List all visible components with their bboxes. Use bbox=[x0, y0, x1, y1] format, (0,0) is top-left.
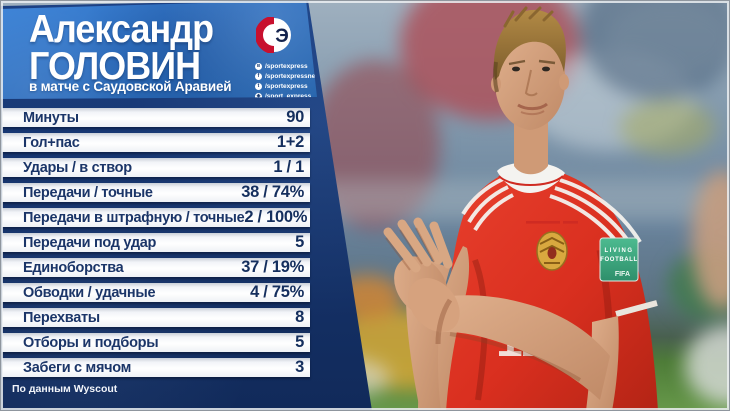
stat-value: 38 / 74% bbox=[241, 183, 304, 201]
russia-crest bbox=[536, 231, 568, 271]
stat-value: 3 bbox=[295, 358, 304, 376]
face-features bbox=[508, 59, 556, 116]
stat-value: 4 / 75% bbox=[250, 283, 304, 301]
stat-row: Забеги с мячом 3 bbox=[2, 358, 310, 377]
stat-label: Забеги с мячом bbox=[23, 359, 132, 376]
stat-row: Удары / в створ 1 / 1 bbox=[2, 158, 310, 177]
social-handle-row: f /sportexpressnews bbox=[255, 72, 324, 81]
stat-value: 37 / 19% bbox=[241, 258, 304, 276]
social-handle-text: /sportexpressnews bbox=[265, 73, 324, 80]
stat-row: Гол+пас 1+2 bbox=[2, 133, 310, 152]
stat-value: 2 / 100% bbox=[244, 208, 308, 226]
stat-label: Минуты bbox=[23, 109, 79, 126]
stat-label: Передачи в штрафную / точные bbox=[23, 209, 245, 226]
data-source-note: По данным Wyscout bbox=[12, 383, 118, 395]
logo-glyph: Э bbox=[275, 26, 289, 47]
stat-row: Передачи в штрафную / точные 2 / 100% bbox=[2, 208, 310, 227]
stat-value: 1+2 bbox=[276, 133, 304, 151]
player-first-name: Александр bbox=[29, 8, 214, 51]
stat-row: Обводки / удачные 4 / 75% bbox=[2, 283, 310, 302]
sport-express-logo: Э bbox=[256, 17, 291, 53]
stat-label: Обводки / удачные bbox=[23, 284, 156, 301]
jersey bbox=[445, 166, 658, 411]
social-handles: в /sportexpress f /sportexpressnews t /s… bbox=[255, 62, 324, 100]
player-photo: 11 LIVING FOOTBALL FI bbox=[383, 6, 658, 411]
social-handle-text: /sportexpress bbox=[265, 63, 308, 70]
hair bbox=[493, 9, 566, 80]
arms-clapping bbox=[383, 217, 619, 411]
stat-label: Гол+пас bbox=[23, 134, 80, 151]
social-handle-row: t /sportexpress bbox=[255, 82, 317, 91]
collar bbox=[497, 162, 565, 193]
stat-value: 1 / 1 bbox=[273, 158, 304, 176]
social-handle-text: /sportexpress bbox=[265, 83, 308, 90]
stat-row: Отборы и подборы 5 bbox=[2, 333, 310, 352]
stat-row: Передачи / точные 38 / 74% bbox=[2, 183, 310, 202]
face bbox=[494, 32, 566, 130]
patch-line2: FOOTBALL bbox=[600, 257, 637, 263]
social-icon: в bbox=[255, 63, 262, 70]
sleeve-hem bbox=[615, 300, 658, 317]
player-figure: 11 LIVING FOOTBALL FI bbox=[383, 6, 658, 411]
social-icon: ◈ bbox=[255, 93, 262, 99]
patch-line3: FIFA bbox=[615, 271, 630, 278]
social-handle-text: /sport_express bbox=[265, 93, 312, 100]
stat-label: Удары / в створ bbox=[23, 159, 132, 176]
stat-value: 8 bbox=[295, 308, 304, 326]
social-icon: t bbox=[255, 83, 262, 90]
stat-label: Передачи / точные bbox=[23, 184, 153, 201]
match-subtitle: в матче с Саудовской Аравией bbox=[29, 79, 232, 94]
social-handle-row: в /sportexpress bbox=[255, 62, 317, 71]
stat-row: Минуты 90 bbox=[2, 108, 310, 127]
stat-label: Единоборства bbox=[23, 259, 124, 276]
living-football-patch: LIVING FOOTBALL FIFA bbox=[599, 237, 639, 282]
shoulder-stripes-left bbox=[461, 177, 514, 232]
patch-line1: LIVING bbox=[604, 248, 633, 254]
stat-row: Перехваты 8 bbox=[2, 308, 310, 327]
stat-label: Отборы и подборы bbox=[23, 334, 159, 351]
stat-value: 90 bbox=[286, 108, 304, 126]
stat-row: Единоборства 37 / 19% bbox=[2, 258, 310, 277]
social-handle-row: ◈ /sport_express bbox=[255, 92, 317, 100]
stat-row: Передачи под удар 5 bbox=[2, 233, 310, 252]
stat-value: 5 bbox=[295, 333, 304, 351]
stat-label: Перехваты bbox=[23, 309, 100, 326]
match-detail-lines bbox=[526, 221, 578, 224]
header-banner: Александр ГОЛОВИН в матче с Саудовской А… bbox=[0, 0, 324, 100]
stat-value: 5 bbox=[295, 233, 304, 251]
ear-right bbox=[559, 74, 569, 90]
player-last-name: ГОЛОВИН bbox=[29, 45, 201, 88]
social-icon: f bbox=[255, 73, 262, 80]
stats-table: Минуты 90 Гол+пас 1+2 Удары / в створ 1 … bbox=[2, 108, 310, 383]
stat-label: Передачи под удар bbox=[23, 234, 157, 251]
